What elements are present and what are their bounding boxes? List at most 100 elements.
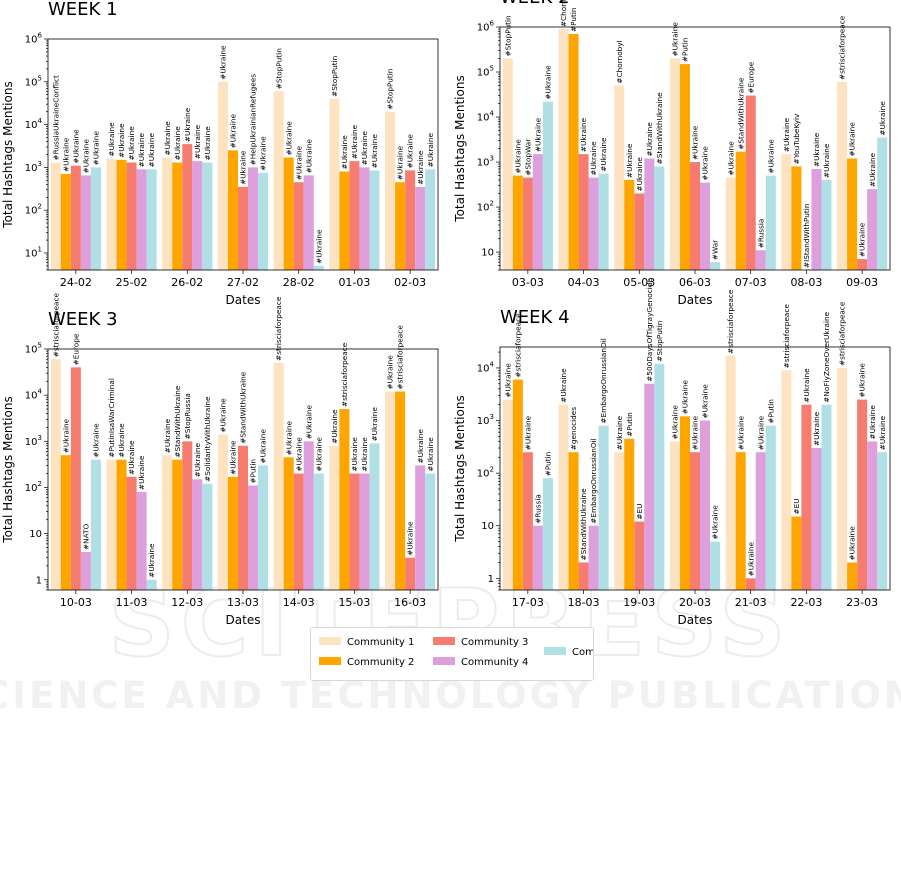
- bar-hashtag-label: #Ukraine: [259, 136, 268, 171]
- bar-hashtag-label: #Ukraine: [645, 122, 654, 157]
- bar: [821, 179, 832, 270]
- x-tick-label: 05-03: [623, 276, 655, 289]
- bar-hashtag-label: #PutinIsaWarCriminal: [107, 378, 116, 458]
- bar-hashtag-label: #Ukraine: [92, 423, 101, 458]
- x-tick-label: 16-03: [394, 596, 426, 609]
- bar-hashtag-label: #Ukraine: [219, 398, 228, 433]
- y-tick-label: 1: [36, 575, 42, 586]
- bar-hashtag-label: #Ukraine: [147, 543, 156, 578]
- y-tick-label: 102: [25, 203, 42, 217]
- x-tick-label: 18-03: [568, 596, 600, 609]
- bar-hashtag-label: #StopPutin: [655, 321, 664, 362]
- bar-hashtag-label: #Ukraine: [858, 363, 867, 398]
- bar: [70, 165, 81, 270]
- bar: [679, 416, 690, 590]
- bar: [293, 473, 304, 590]
- bar: [50, 162, 61, 270]
- bar-labels-group: #RussiaUkraineConflict #Ukraine #Ukraine#U…: [51, 45, 434, 264]
- bar: [755, 250, 766, 270]
- bar-hashtag-label: #Ukraine: [304, 139, 313, 174]
- bar: [725, 355, 736, 590]
- bar-hashtag-label: #Russia: [756, 219, 765, 249]
- x-tick-label: 24-02: [60, 276, 92, 289]
- bar-hashtag-label: #Ukraine: [426, 437, 435, 472]
- bar: [80, 175, 91, 270]
- bar: [689, 162, 701, 270]
- bar: [248, 167, 259, 270]
- bar-hashtag-label: #strisciaforpeace: [513, 313, 522, 378]
- bar: [558, 29, 569, 271]
- bar: [578, 562, 589, 590]
- x-tick-label: 20-03: [679, 596, 711, 609]
- bar: [80, 551, 91, 590]
- bar-hashtag-label: #strisciaforpeace: [274, 296, 283, 361]
- bar-hashtag-label: #Ukraine: [229, 440, 238, 475]
- bar: [502, 58, 513, 270]
- bar: [598, 425, 609, 590]
- bar: [293, 182, 304, 270]
- bar: [837, 82, 848, 270]
- y-tick-label: 10: [29, 529, 42, 540]
- bar: [329, 98, 340, 270]
- bar-hashtag-label: #Ukraine: [107, 122, 116, 157]
- y-tick-label: 102: [25, 480, 42, 494]
- bar: [614, 85, 625, 270]
- bar: [512, 379, 523, 590]
- bar-hashtag-label: #Ukraine: [701, 384, 710, 419]
- bar: [532, 525, 543, 590]
- bar-hashtag-label: #HelpUkrainianRefugees: [249, 74, 258, 166]
- bar-hashtag-label: #Ukraine: [314, 229, 323, 264]
- bar-hashtag-label: #SolidarityWithUkraine: [203, 396, 212, 482]
- bar: [237, 186, 249, 270]
- bar-hashtag-label: #EmbargoOnrussianOil: [589, 438, 598, 523]
- bar: [192, 479, 203, 590]
- bar-hashtag-label: #Ukraine: [396, 145, 405, 180]
- x-tick-label: 22-03: [790, 596, 822, 609]
- bar-hashtag-label: #Ukraine: [350, 437, 359, 472]
- bar: [558, 404, 569, 590]
- bar-hashtag-label: #Ukraine: [350, 124, 359, 159]
- legend-label: Community 3: [461, 637, 528, 648]
- y-tick-label: 103: [25, 160, 42, 174]
- bar: [654, 363, 665, 590]
- bar-hashtag-label: #StopPutin: [503, 15, 512, 56]
- bar-hashtag-label: #EmbargoOnrussianOil: [599, 338, 608, 423]
- y-tick-label: 105: [25, 342, 42, 356]
- bar: [126, 476, 137, 590]
- bar-hashtag-label: #Ukraine: [406, 521, 415, 556]
- bar-hashtag-label: #Putin: [681, 38, 690, 63]
- bar: [146, 169, 157, 270]
- bar: [791, 516, 802, 590]
- bar: [227, 150, 238, 270]
- bar: [126, 162, 137, 270]
- bar-hashtag-label: #strisciaforpeace: [340, 342, 349, 407]
- x-tick-label: 28-02: [283, 276, 315, 289]
- bar-hashtag-label: #Ukraine: [615, 415, 624, 450]
- bar-hashtag-label: #Ukraine: [701, 146, 710, 181]
- x-tick-label: 25-02: [116, 276, 148, 289]
- bar-hashtag-label: #Ukraine: [503, 363, 512, 398]
- y-tick-label: 104: [25, 388, 43, 402]
- bar: [217, 81, 228, 270]
- bar-hashtag-label: #Ukraine: [625, 143, 634, 178]
- legend-svg: Community 1 Community 2 Community 3 Communi…: [319, 637, 593, 668]
- y-axis-label: Total Hashtags Mentions: [1, 396, 15, 543]
- y-tick-label: 106: [25, 32, 43, 46]
- bar: [689, 452, 701, 590]
- bar: [598, 173, 609, 270]
- bar: [116, 159, 127, 270]
- bar: [847, 562, 858, 590]
- bar: [349, 473, 360, 590]
- y-tick-label: 10: [481, 248, 494, 259]
- bar: [568, 452, 579, 590]
- bars-group: [502, 355, 888, 590]
- y-tick-label: 104: [25, 117, 43, 131]
- bar-hashtag-label: #Putin: [569, 7, 578, 32]
- bar-hashtag-label: #Ukraine: [533, 117, 542, 152]
- bar: [283, 457, 294, 590]
- bar-hashtag-label: #Chornobyl: [559, 0, 568, 27]
- bar-hashtag-label: #War: [711, 240, 720, 260]
- chart-svg: WEEK 1#RussiaUkraineConflict #Ukraine #Ukr…: [1, 0, 439, 307]
- legend-label: Community 2: [347, 657, 414, 668]
- bar: [502, 399, 513, 590]
